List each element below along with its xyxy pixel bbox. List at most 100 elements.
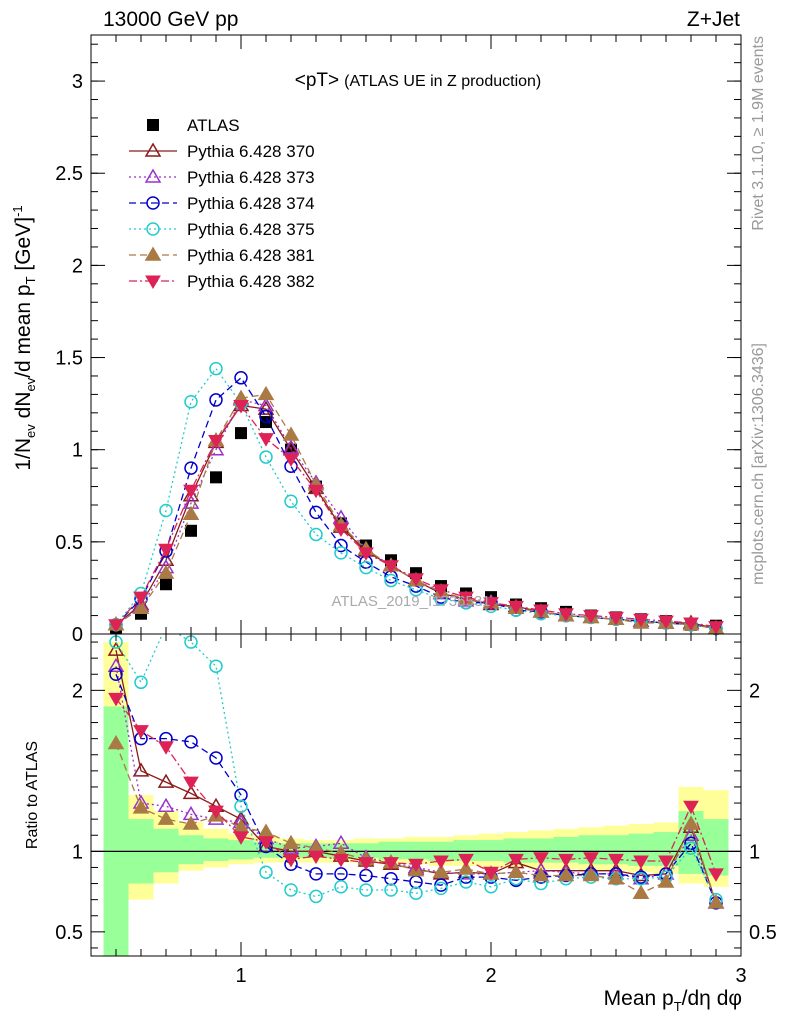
ratio-point xyxy=(109,667,123,681)
ratio-line xyxy=(115,634,717,900)
ratio-point xyxy=(184,735,198,749)
ratio-point xyxy=(309,889,323,904)
data-point xyxy=(259,409,273,424)
y-tick-label-right: 2 xyxy=(749,680,760,702)
legend-marker xyxy=(144,246,162,261)
data-point xyxy=(359,560,373,575)
ratio-point xyxy=(132,799,150,814)
legend-entry: Pythia 6.428 370 xyxy=(129,142,315,161)
band-green xyxy=(703,819,729,876)
band-green xyxy=(403,841,429,860)
legend-label: Pythia 6.428 373 xyxy=(187,168,315,187)
y-tick-label: 2.5 xyxy=(55,163,83,185)
data-point xyxy=(160,578,172,591)
data-point xyxy=(433,584,449,598)
ratio-point xyxy=(182,815,200,830)
ratio-point xyxy=(209,659,223,673)
ratio-point xyxy=(583,852,599,866)
upper-panel: 0 0.5 1 1.5 2 2.5 3 xyxy=(55,34,742,646)
ratio-point xyxy=(508,853,524,868)
legend-entry: Pythia 6.428 373 xyxy=(129,168,315,187)
data-point xyxy=(309,527,323,542)
plot-title: <pT> (ATLAS UE in Z production) xyxy=(295,70,542,91)
data-point xyxy=(608,611,624,626)
x-axis-label: Mean pT/dη dφ xyxy=(604,987,742,1014)
xlabel-part-1: T xyxy=(674,999,682,1014)
y-tick-label: 3 xyxy=(72,71,83,93)
y-tick-label: 1 xyxy=(72,440,83,462)
data-point xyxy=(309,505,323,520)
ratio-point xyxy=(458,853,474,868)
ratio-point xyxy=(707,894,725,909)
data-point xyxy=(257,400,275,415)
ylabel-part-4: /d mean p xyxy=(12,284,35,377)
ratio-point xyxy=(684,841,698,855)
y-tick-label: 1.5 xyxy=(55,348,83,370)
ratio-point xyxy=(433,855,449,870)
ratio-y-axis-label: Ratio to ATLAS xyxy=(24,741,41,849)
ratio-point xyxy=(257,823,275,838)
band-green xyxy=(378,841,404,860)
ratio-point xyxy=(432,863,450,879)
data-point xyxy=(258,433,274,447)
ratio-point xyxy=(209,751,223,765)
legend-marker xyxy=(144,142,162,157)
ratio-point xyxy=(434,878,448,892)
ratio-point xyxy=(233,831,249,845)
ratio-point xyxy=(484,880,498,894)
ylabel-part-1: ev xyxy=(23,424,38,438)
ratio-point xyxy=(132,762,150,777)
ratio-point xyxy=(234,799,248,814)
data-point xyxy=(235,427,247,440)
analysis-watermark: ATLAS_2019_I1736531 xyxy=(331,593,490,610)
ratio-point xyxy=(558,853,574,868)
data-point xyxy=(583,610,599,624)
ratio-point xyxy=(257,838,275,853)
data-point xyxy=(208,434,224,449)
ratio-point xyxy=(107,657,125,672)
data-point xyxy=(182,505,200,520)
data-point xyxy=(184,461,198,475)
legend-label: Pythia 6.428 381 xyxy=(187,246,315,265)
ratio-line xyxy=(115,743,717,904)
ratio-point xyxy=(434,881,448,896)
legend-entry: Pythia 6.428 374 xyxy=(129,194,315,213)
y-tick-label-right: 0.5 xyxy=(749,922,777,944)
band-green xyxy=(478,840,504,862)
legend-entry: Pythia 6.428 375 xyxy=(129,220,315,239)
series-line xyxy=(115,376,717,630)
data-point xyxy=(233,399,249,414)
ratio-point xyxy=(384,883,398,897)
ratio-point xyxy=(157,773,175,788)
y-tick-label: 0.5 xyxy=(55,532,83,554)
data-point xyxy=(508,600,524,615)
ratio-point xyxy=(259,865,273,880)
data-point xyxy=(158,543,174,558)
ylabel-part-2: dN xyxy=(12,392,35,425)
ratio-point xyxy=(358,857,374,871)
ratio-point xyxy=(608,853,624,868)
legend-marker xyxy=(144,168,162,183)
data-point xyxy=(282,439,300,454)
ratio-point xyxy=(334,867,348,881)
ratio-point xyxy=(334,880,348,894)
data-point xyxy=(708,621,724,635)
data-point xyxy=(683,617,699,631)
data-point xyxy=(558,608,574,622)
data-point xyxy=(157,564,175,579)
data-point xyxy=(334,538,348,553)
legend-label: Pythia 6.428 375 xyxy=(187,220,315,239)
ratio-point xyxy=(459,875,473,889)
ratio-point xyxy=(457,860,475,875)
rivet-label: Rivet 3.1.10, ≥ 1.9M events xyxy=(750,36,767,231)
series-6 xyxy=(108,399,724,635)
header-right: Z+Jet xyxy=(687,8,740,31)
data-point xyxy=(282,426,300,441)
legend-entry: ATLAS xyxy=(147,116,240,135)
mcplots-label: mcplots.cern.ch [arXiv:1306.3436] xyxy=(750,343,767,585)
ratio-point xyxy=(333,853,349,868)
ratio-point xyxy=(107,734,125,750)
legend-marker xyxy=(146,222,160,236)
x-tick-label: 1 xyxy=(235,965,246,987)
